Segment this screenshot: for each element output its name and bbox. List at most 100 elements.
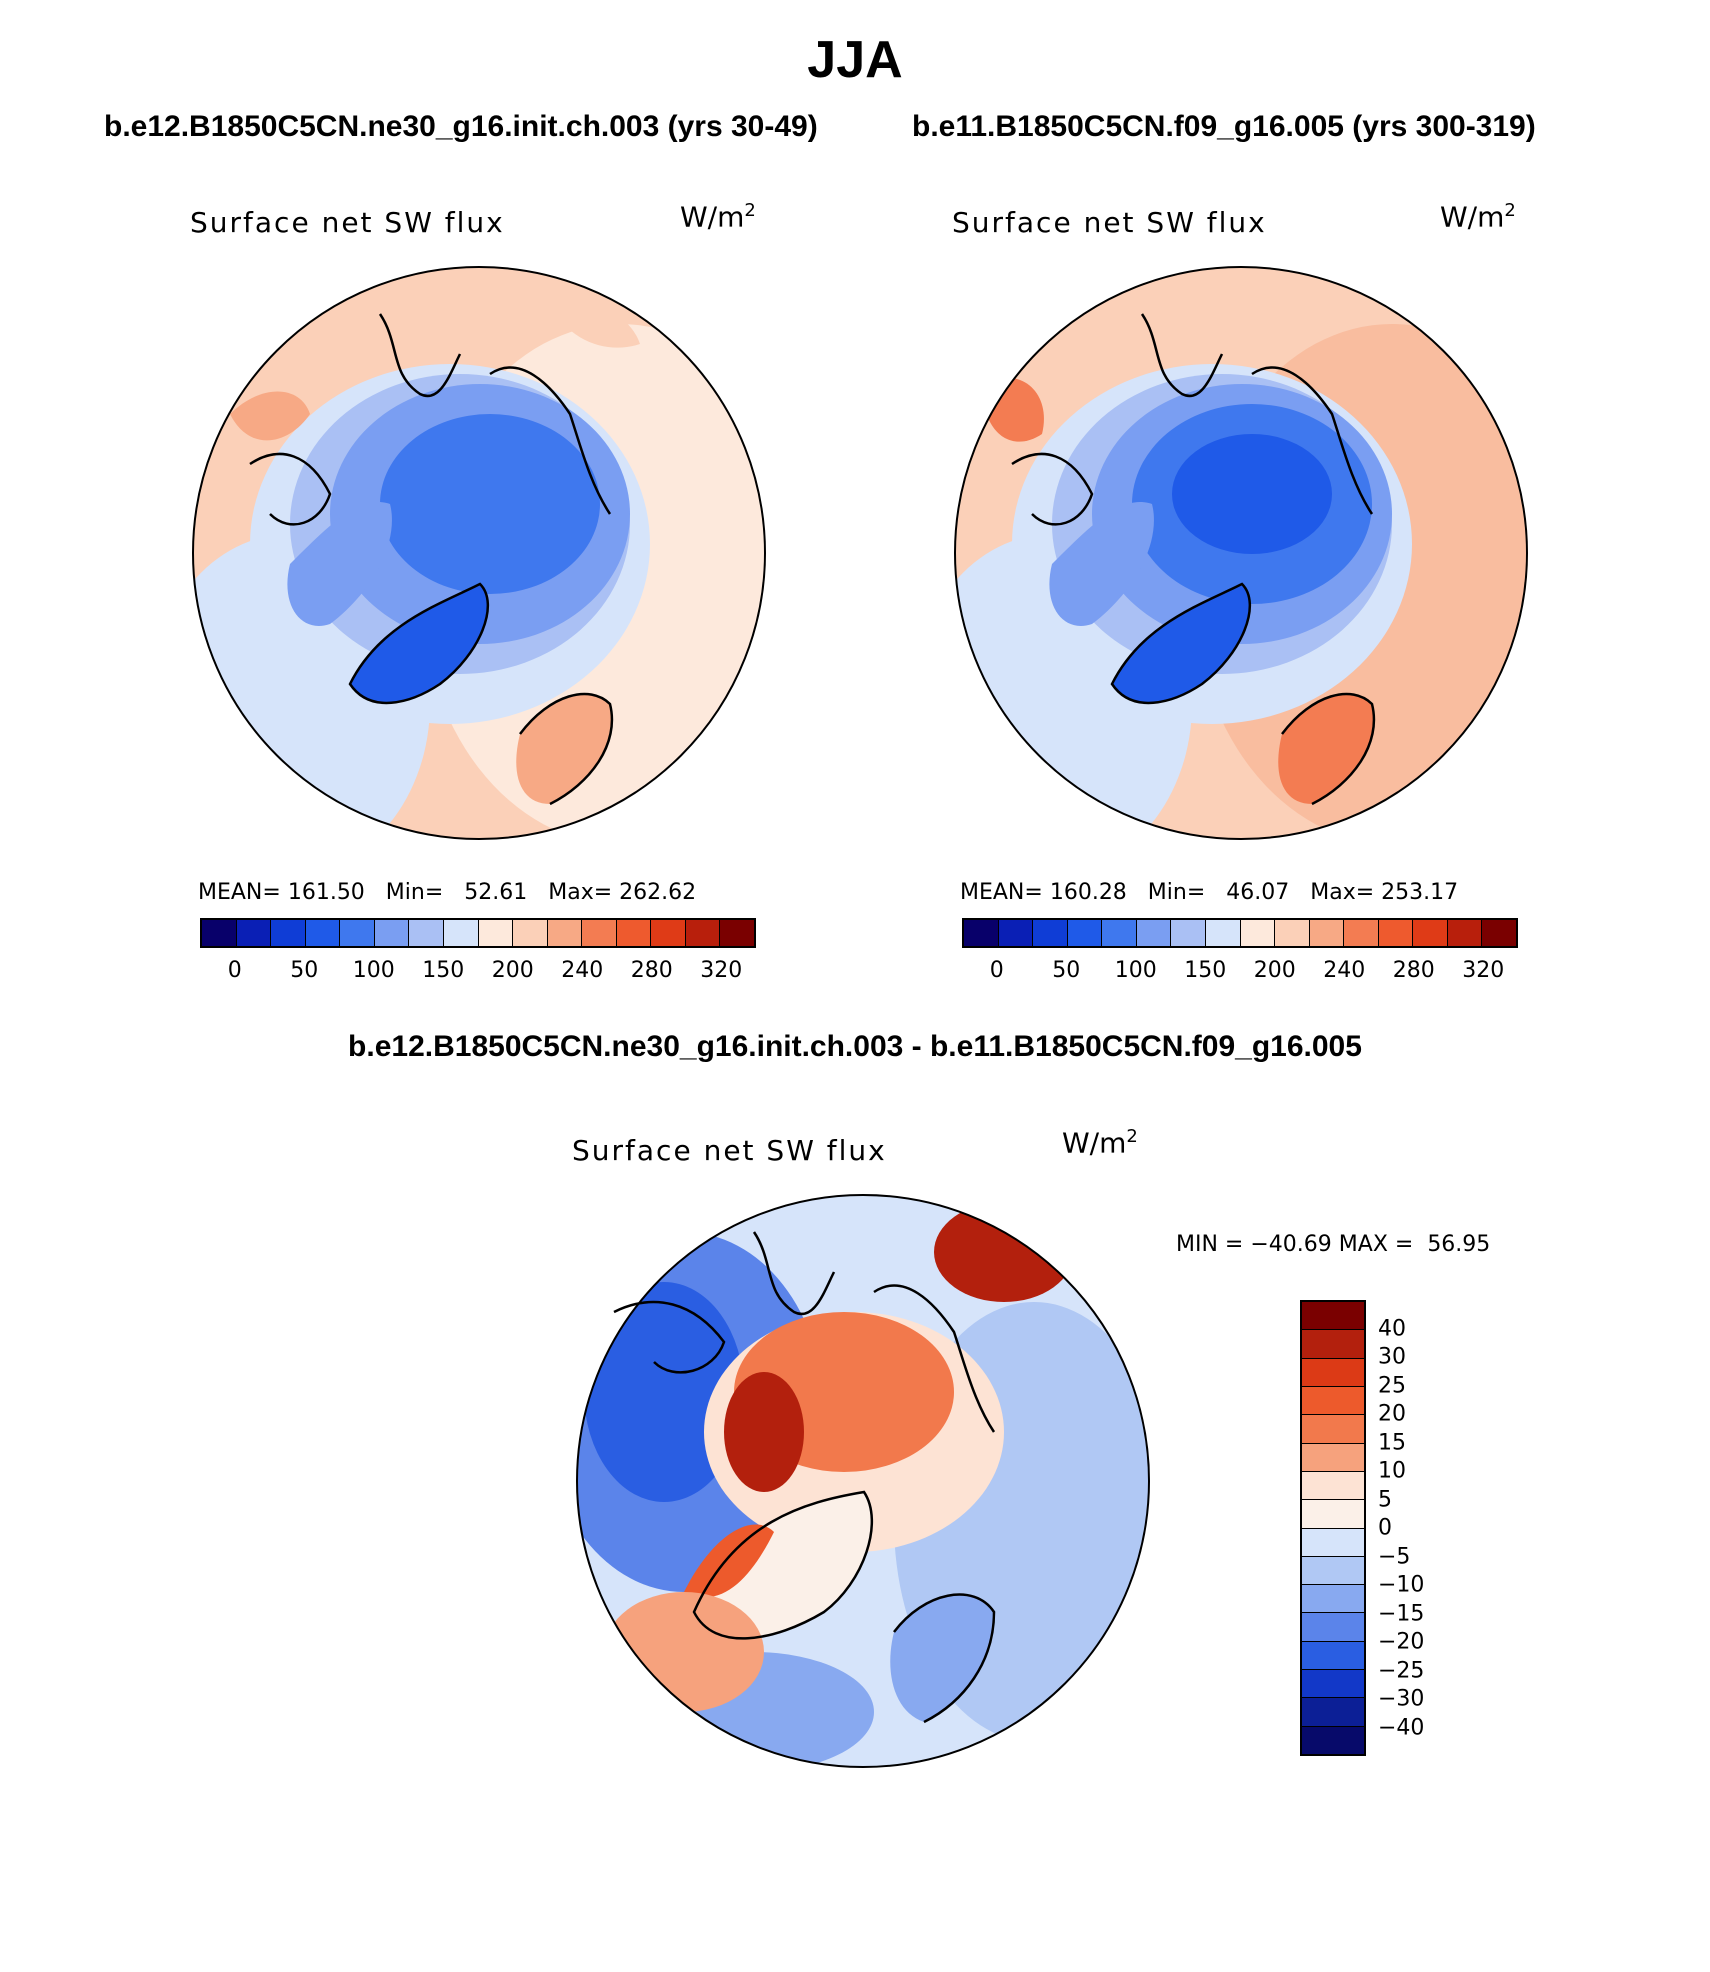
left-map-archipelago (287, 502, 392, 626)
right-colorbar-cell (1205, 920, 1241, 946)
left-map-alaska-region (550, 301, 640, 348)
right-map-boundary (954, 266, 1528, 840)
difference-variable-label: Surface net SW flux (572, 1134, 887, 1167)
difference-map-labrador-positive (604, 1592, 764, 1712)
difference-map-greenland (694, 1492, 872, 1639)
difference-colorbar-tick-label: 15 (1378, 1430, 1406, 1455)
left-colorbar-cell (651, 920, 686, 946)
right-colorbar-cell (1378, 920, 1414, 946)
right-case-title: b.e11.B1850C5CN.f09_g16.005 (yrs 300-319… (912, 110, 1536, 143)
left-colorbar-tick-label: 100 (352, 958, 395, 983)
right-colorbar-cell (1344, 920, 1379, 946)
left-variable-label: Surface net SW flux (190, 206, 505, 239)
main-title: JJA (807, 31, 903, 89)
difference-colorbar-cell (1302, 1641, 1364, 1671)
difference-colorbar-cell (1302, 1528, 1364, 1557)
difference-colorbar-tick-label: −40 (1378, 1715, 1425, 1740)
right-colorbar-cell (1482, 920, 1516, 946)
difference-colorbar-tick-label: 10 (1378, 1458, 1406, 1484)
difference-colorbar-cell (1302, 1500, 1364, 1529)
left-map-boundary (192, 266, 766, 840)
left-case-title: b.e12.B1850C5CN.ne30_g16.init.ch.003 (yr… (104, 110, 818, 143)
left-stats: MEAN= 161.50 Min= 52.61 Max= 262.62 (198, 880, 697, 905)
difference-colorbar-tick-label: 25 (1378, 1373, 1406, 1398)
left-units-label: W/m2 (680, 200, 756, 234)
difference-colorbar-cell (1302, 1358, 1364, 1387)
right-colorbar-cell (1275, 920, 1310, 946)
difference-colorbar-cell (1302, 1415, 1364, 1444)
left-colorbar-cell (513, 920, 548, 946)
left-colorbar-tick-label: 150 (422, 958, 465, 983)
right-colorbar-cell (1447, 920, 1483, 946)
left-polar-map (192, 266, 766, 840)
right-colorbar-cell (1067, 920, 1103, 946)
right-colorbar-cell (1413, 920, 1448, 946)
difference-colorbar-tick-label: −25 (1378, 1658, 1425, 1683)
right-map-scandinavia (1278, 694, 1374, 804)
left-colorbar-cell (720, 920, 754, 946)
right-colorbar-tick-label: 50 (1052, 958, 1081, 983)
right-colorbar-tick-label: 100 (1114, 958, 1157, 983)
left-colorbar-cell (305, 920, 341, 946)
difference-colorbar-cell (1302, 1726, 1364, 1754)
left-colorbar-cell (340, 920, 375, 946)
difference-map-alaska-positive (934, 1202, 1074, 1302)
difference-colorbar-cell (1302, 1443, 1364, 1472)
right-colorbar-cell (1033, 920, 1068, 946)
difference-map-siberia-strong (584, 1282, 744, 1502)
right-colorbar-tick-label: 150 (1184, 958, 1227, 983)
difference-colorbar-cell (1302, 1556, 1364, 1586)
right-colorbar-tick-label: 320 (1462, 958, 1505, 983)
right-map-arctic-center (1172, 434, 1332, 554)
difference-colorbar-tick-label: 30 (1378, 1344, 1406, 1370)
right-colorbar-cell (1136, 920, 1172, 946)
left-colorbar-tick-label: 280 (630, 958, 673, 983)
difference-colorbar-tick-label: 20 (1378, 1401, 1406, 1427)
difference-colorbar-cell (1302, 1670, 1364, 1699)
right-colorbar-cell (1102, 920, 1137, 946)
difference-map-coastlines (613, 1231, 996, 1724)
difference-map-scandinavia (890, 1594, 994, 1722)
left-map-scandinavia (516, 694, 612, 804)
left-colorbar-cell (374, 920, 410, 946)
right-colorbar-tick-label: 0 (989, 958, 1004, 983)
right-variable-label: Surface net SW flux (952, 206, 1267, 239)
left-colorbar-cell (202, 920, 237, 946)
left-colorbar-tick-label: 240 (561, 958, 604, 983)
left-colorbar-tick-label: 320 (700, 958, 743, 983)
left-colorbar-cell (271, 920, 306, 946)
right-colorbar-cell (1171, 920, 1206, 946)
difference-map-greenland-edge (684, 1524, 774, 1598)
left-colorbar-cell (478, 920, 514, 946)
difference-colorbar-tick-label: −20 (1378, 1629, 1425, 1655)
right-colorbar-tick-label: 280 (1392, 958, 1435, 983)
difference-colorbar-cell (1302, 1585, 1364, 1614)
difference-colorbar (1300, 1300, 1366, 1756)
left-map-greenland (350, 584, 488, 703)
left-colorbar-cell (409, 920, 444, 946)
left-colorbar (200, 918, 756, 948)
left-colorbar-cell (582, 920, 617, 946)
difference-title: b.e12.B1850C5CN.ne30_g16.init.ch.003 - b… (348, 1030, 1362, 1063)
difference-colorbar-cell (1302, 1386, 1364, 1416)
right-polar-map (954, 266, 1528, 840)
left-colorbar-cell (616, 920, 652, 946)
left-colorbar-cell (443, 920, 479, 946)
difference-colorbar-tick-label: −30 (1378, 1686, 1425, 1712)
right-colorbar-tick-label: 200 (1253, 958, 1296, 983)
difference-polar-map (576, 1194, 1150, 1768)
right-units-label: W/m2 (1440, 200, 1516, 234)
right-colorbar-cell (964, 920, 999, 946)
difference-colorbar-tick-label: 0 (1378, 1515, 1392, 1541)
difference-colorbar-cell (1302, 1471, 1364, 1501)
difference-colorbar-cell (1302, 1613, 1364, 1642)
difference-colorbar-tick-label: −10 (1378, 1572, 1425, 1598)
left-colorbar-cell (236, 920, 272, 946)
left-map-coastlines (249, 313, 614, 806)
difference-map-boundary (576, 1194, 1150, 1768)
right-colorbar-cell (1240, 920, 1276, 946)
right-colorbar-cell (998, 920, 1034, 946)
difference-colorbar-cell (1302, 1698, 1364, 1727)
difference-map-archipelago-strong (724, 1372, 804, 1492)
difference-colorbar-tick-label: −15 (1378, 1601, 1425, 1626)
